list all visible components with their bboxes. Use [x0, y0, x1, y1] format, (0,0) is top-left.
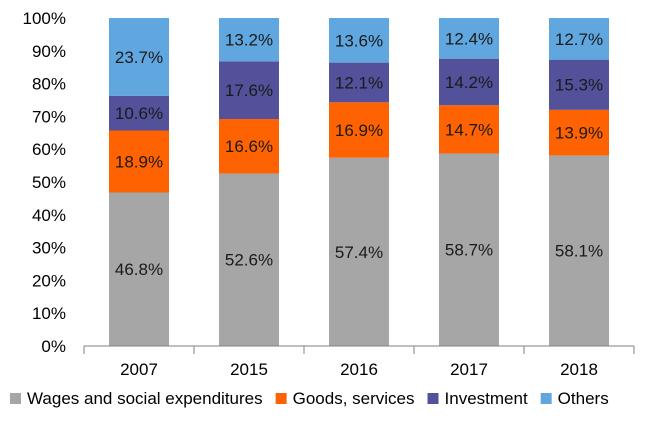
legend-swatch-others: [540, 393, 552, 404]
x-tick-label: 2007: [120, 360, 158, 379]
y-tick-label: 80%: [32, 75, 66, 94]
data-labels: 46.8% 18.9% 10.6% 23.7% 52.6% 16.6% 17.6% 13.2%…: [115, 29, 603, 279]
y-axis-ticks: 0% 10% 20% 30% 40% 50% 60% 70% 80% 90% 100%: [23, 9, 66, 356]
data-label-investment-2015: 17.6%: [225, 81, 273, 100]
data-label-investment-2016: 12.1%: [335, 73, 383, 92]
y-tick-label: 20%: [32, 271, 66, 290]
bar-segment-wages-and-social-expenditures-2018: [549, 155, 609, 346]
bar-segment-wages-and-social-expenditures-2007: [109, 192, 169, 346]
bar-segment-goods-services-2016: [329, 102, 389, 158]
y-tick-label: 50%: [32, 173, 66, 192]
y-tick-label: 60%: [32, 140, 66, 159]
bar-segment-investment-2016: [329, 62, 389, 103]
data-label-goods-services-2017: 14.7%: [445, 120, 493, 139]
legend-swatch-goods-services: [275, 393, 287, 404]
legend-swatch-investment: [427, 393, 439, 404]
bar-segment-wages-and-social-expenditures-2016: [329, 157, 389, 346]
data-label-goods-services-2007: 18.9%: [115, 153, 163, 172]
bar-segment-goods-services-2017: [439, 105, 499, 154]
bar-segment-investment-2007: [109, 95, 169, 131]
y-tick-label: 100%: [23, 9, 66, 28]
bar-segment-wages-and-social-expenditures-2017: [439, 153, 499, 346]
x-tick-label: 2018: [560, 360, 598, 379]
data-label-others-2015: 13.2%: [225, 31, 273, 50]
data-label-others-2017: 12.4%: [445, 29, 493, 48]
x-axis: [83, 345, 635, 354]
data-label-goods-services-2015: 16.6%: [225, 137, 273, 156]
bar-segment-wages-and-social-expenditures-2015: [219, 173, 279, 346]
bar-segment-others-2016: [329, 18, 389, 63]
data-label-others-2018: 12.7%: [555, 30, 603, 49]
data-label-investment-2018: 15.3%: [555, 76, 603, 95]
legend-label-wages-and-social-expenditures: Wages and social expenditures: [27, 389, 263, 408]
bar-segment-others-2017: [439, 18, 499, 59]
bar-segment-investment-2015: [219, 61, 279, 120]
bar-segment-others-2007: [109, 18, 169, 96]
data-label-goods-services-2016: 16.9%: [335, 121, 383, 140]
bar-segment-others-2015: [219, 18, 279, 62]
data-label-others-2007: 23.7%: [115, 48, 163, 67]
bars: [109, 18, 609, 346]
data-label-others-2016: 13.6%: [335, 31, 383, 50]
data-label-investment-2007: 10.6%: [115, 104, 163, 123]
y-tick-label: 30%: [32, 239, 66, 258]
data-label-wages-and-social-expenditures-2015: 52.6%: [225, 251, 273, 270]
data-label-goods-services-2018: 13.9%: [555, 124, 603, 143]
y-tick-label: 0%: [41, 337, 66, 356]
y-tick-label: 90%: [32, 42, 66, 61]
data-label-investment-2017: 14.2%: [445, 73, 493, 92]
x-axis-ticks: 2007 2015 2016 2017 2018: [120, 360, 598, 379]
y-tick-label: 10%: [32, 304, 66, 323]
y-tick-label: 70%: [32, 107, 66, 126]
data-label-wages-and-social-expenditures-2018: 58.1%: [555, 242, 603, 261]
x-tick-label: 2015: [230, 360, 268, 379]
legend-swatch-wages-and-social-expenditures: [10, 393, 21, 404]
data-label-wages-and-social-expenditures-2007: 46.8%: [115, 260, 163, 279]
bar-segment-goods-services-2007: [109, 130, 169, 193]
bar-segment-investment-2018: [549, 59, 609, 110]
legend: Wages and social expenditures Goods, serv…: [10, 389, 609, 408]
x-tick-label: 2016: [340, 360, 378, 379]
data-label-wages-and-social-expenditures-2016: 57.4%: [335, 243, 383, 262]
data-label-wages-and-social-expenditures-2017: 58.7%: [445, 241, 493, 260]
legend-label-goods-services: Goods, services: [293, 389, 415, 408]
legend-label-others: Others: [558, 389, 609, 408]
bar-segment-goods-services-2018: [549, 109, 609, 156]
x-tick-label: 2017: [450, 360, 488, 379]
bar-segment-others-2018: [549, 18, 609, 60]
y-tick-label: 40%: [32, 206, 66, 225]
bar-segment-goods-services-2015: [219, 119, 279, 174]
legend-label-investment: Investment: [445, 389, 528, 408]
bar-segment-investment-2017: [439, 58, 499, 106]
